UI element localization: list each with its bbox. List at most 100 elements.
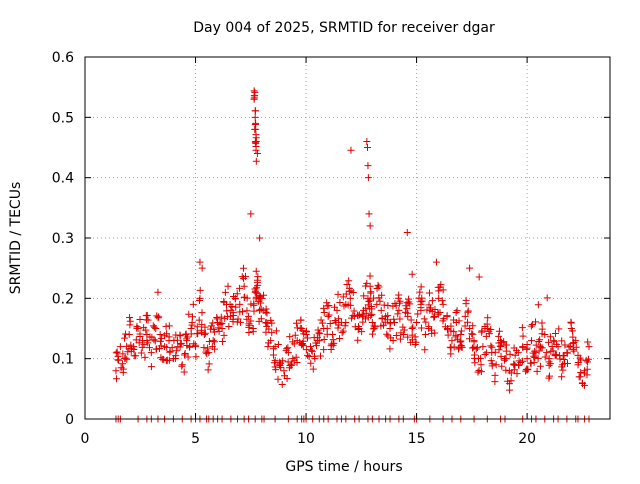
data-point xyxy=(582,356,590,364)
data-point xyxy=(181,350,189,358)
data-point xyxy=(186,342,194,350)
data-point xyxy=(114,356,122,364)
data-point xyxy=(567,319,575,327)
data-point xyxy=(491,348,499,356)
data-point xyxy=(584,338,592,346)
data-point xyxy=(327,346,335,354)
data-point xyxy=(407,316,415,324)
data-point xyxy=(366,222,374,230)
y-tick-label: 0.4 xyxy=(52,171,74,187)
data-point xyxy=(126,317,134,325)
data-point xyxy=(418,294,426,302)
data-point xyxy=(144,316,152,324)
data-point xyxy=(257,293,265,301)
data-point xyxy=(280,367,288,375)
data-point xyxy=(177,339,185,347)
data-point xyxy=(281,372,289,380)
data-point xyxy=(185,310,193,318)
data-point xyxy=(323,330,331,338)
data-point xyxy=(269,345,277,353)
data-point xyxy=(570,338,578,346)
data-point xyxy=(251,113,259,121)
data-point xyxy=(458,343,466,351)
data-point xyxy=(447,350,455,358)
data-point xyxy=(461,322,469,330)
data-point xyxy=(366,272,374,280)
data-point xyxy=(136,316,144,324)
data-point xyxy=(220,331,228,339)
data-point xyxy=(583,371,591,379)
y-tick-label: 0.6 xyxy=(52,50,74,66)
data-point xyxy=(394,310,402,318)
data-point xyxy=(252,143,260,151)
data-point xyxy=(559,352,567,360)
data-point xyxy=(247,210,255,218)
data-point xyxy=(335,321,343,329)
data-point xyxy=(290,340,298,348)
data-point xyxy=(314,326,322,334)
y-tick-label: 0 xyxy=(65,412,74,428)
data-point xyxy=(316,330,324,338)
data-point xyxy=(132,352,140,360)
data-point xyxy=(477,368,485,376)
data-point xyxy=(431,329,439,337)
data-point xyxy=(538,325,546,333)
data-point xyxy=(478,328,486,336)
data-point xyxy=(198,328,206,336)
data-point xyxy=(250,94,258,102)
data-point xyxy=(510,360,518,368)
data-point xyxy=(306,343,314,351)
data-point xyxy=(495,327,503,335)
data-point xyxy=(198,264,206,272)
data-point xyxy=(466,264,474,272)
data-point xyxy=(448,337,456,345)
data-point xyxy=(123,342,131,350)
data-point xyxy=(215,327,223,335)
data-point xyxy=(117,364,125,372)
data-point xyxy=(192,353,200,361)
data-point xyxy=(527,359,535,367)
y-axis-label: SRMTID / TECUs xyxy=(8,182,24,295)
data-point xyxy=(130,345,138,353)
data-point xyxy=(200,344,208,352)
data-point xyxy=(201,329,209,337)
data-point xyxy=(536,336,544,344)
data-point xyxy=(438,297,446,305)
data-point xyxy=(488,360,496,368)
data-point xyxy=(558,337,566,345)
data-point xyxy=(485,327,493,335)
data-point xyxy=(363,279,371,287)
data-point xyxy=(431,313,439,321)
data-point xyxy=(570,347,578,355)
data-point xyxy=(394,294,402,302)
data-point xyxy=(136,333,144,341)
data-point xyxy=(511,351,519,359)
data-point xyxy=(201,323,209,331)
data-point xyxy=(513,370,521,378)
data-point xyxy=(274,341,282,349)
data-point xyxy=(173,336,181,344)
data-point xyxy=(420,315,428,323)
data-point xyxy=(453,307,461,315)
data-point xyxy=(269,351,277,359)
data-point xyxy=(205,360,213,368)
data-point xyxy=(543,349,551,357)
data-point xyxy=(417,324,425,332)
data-point xyxy=(468,330,476,338)
data-point xyxy=(271,356,279,364)
data-point xyxy=(532,318,540,326)
data-points xyxy=(112,87,593,423)
data-point xyxy=(392,332,400,340)
y-tick-label: 0.5 xyxy=(52,110,74,126)
data-point xyxy=(251,107,259,115)
data-point xyxy=(122,330,130,338)
data-point xyxy=(308,347,316,355)
data-point xyxy=(172,352,180,360)
data-point xyxy=(223,307,231,315)
data-point xyxy=(172,347,180,355)
data-point xyxy=(362,309,370,317)
data-point xyxy=(190,340,198,348)
data-point xyxy=(345,277,353,285)
data-point xyxy=(251,120,259,128)
